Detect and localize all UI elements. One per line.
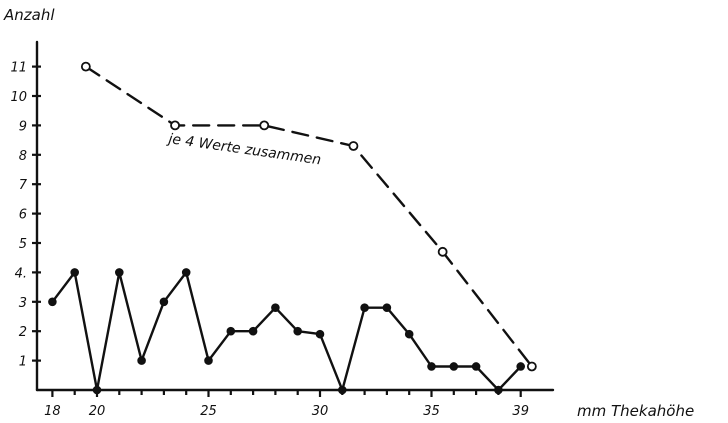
chart-ticks: 1 2 3 4. 5 6 7 8 9 10 11 18 20 25 30 35 39 <box>10 61 529 419</box>
chart-axes <box>35 40 555 392</box>
series-1-line <box>51 271 522 392</box>
series-1-point <box>92 385 102 395</box>
series-1-point <box>226 326 236 336</box>
series-2-point <box>348 141 359 151</box>
series-2-point <box>437 246 448 257</box>
series-1-point <box>248 326 258 336</box>
series-2-point <box>80 61 91 72</box>
x-tick-label: 20 <box>89 404 106 419</box>
x-tick-label: 30 <box>312 404 329 419</box>
series-1-point <box>338 385 347 395</box>
series-1-point <box>516 362 526 371</box>
series-1-point <box>315 329 325 339</box>
y-tick-label: 9 <box>19 119 27 134</box>
x-tick-label: 35 <box>423 404 440 419</box>
y-tick-label: 1 <box>19 355 27 370</box>
series-1-point <box>293 326 303 336</box>
series-1-point <box>382 303 392 312</box>
series-2-point <box>170 120 180 131</box>
series-1-point <box>181 268 191 277</box>
y-tick-label: 5 <box>19 237 27 252</box>
y-tick-label: 8 <box>19 149 27 164</box>
series-2-point <box>526 361 537 372</box>
series-1-point <box>494 385 503 395</box>
y-tick-label: 2 <box>19 325 27 340</box>
y-tick-label: 3 <box>19 296 27 311</box>
y-tick-label: 11 <box>10 61 27 76</box>
y-tick-label: 4. <box>15 266 27 281</box>
x-tick-label: 25 <box>200 404 217 419</box>
series-1-point <box>115 268 124 277</box>
y-axis-title: Anzahl <box>3 6 55 24</box>
series-1-point <box>70 268 79 277</box>
x-axis-title: mm Thekahöhe <box>577 402 694 420</box>
series-1-point <box>137 356 146 365</box>
series-1-point <box>159 297 169 307</box>
series-1-point <box>271 303 280 312</box>
series-annotation: je 4 Werte zusammen <box>165 131 322 169</box>
series-2-line <box>84 65 534 368</box>
series-1-point <box>449 362 459 371</box>
series-1-point <box>204 356 213 365</box>
chart-labels: Anzahl mm Thekahöhe je 4 Werte zusammen <box>3 6 694 420</box>
x-tick-label: 39 <box>512 404 529 419</box>
chart-series <box>48 61 537 395</box>
x-tick-label: 18 <box>44 404 61 419</box>
y-tick-label: 10 <box>10 90 27 105</box>
y-tick-label: 7 <box>19 178 28 193</box>
y-tick-label: 6 <box>19 208 27 223</box>
series-1-point <box>404 329 414 339</box>
series-1-point <box>427 362 436 371</box>
series-2-point <box>259 120 270 131</box>
series-1-point <box>48 297 57 307</box>
series-1-point <box>471 362 481 371</box>
series-1-point <box>360 303 369 312</box>
